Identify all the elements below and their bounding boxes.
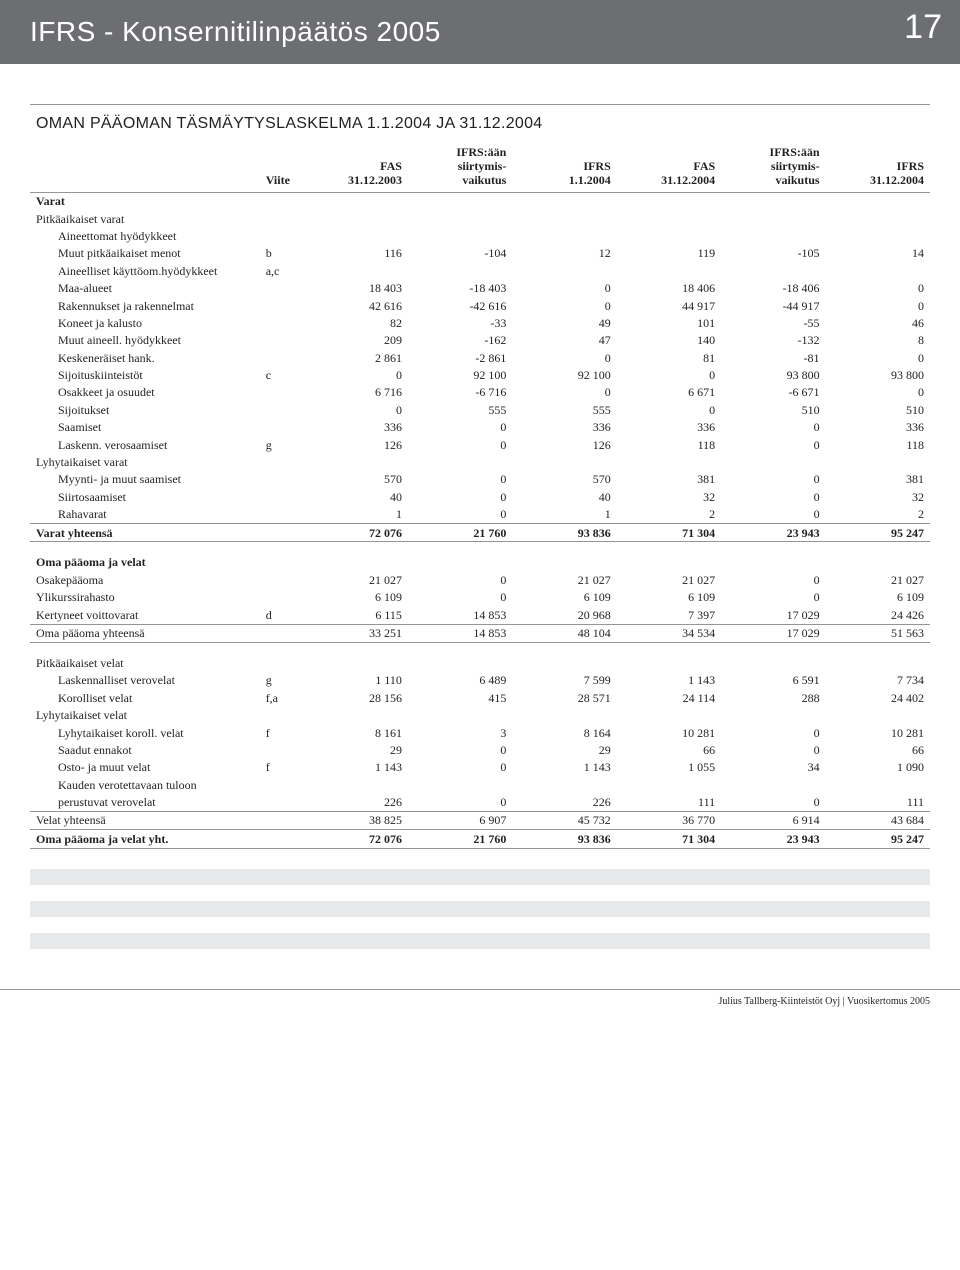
table-row: Siirtosaamiset4004032032 — [30, 488, 930, 505]
section-lyhytaikaiset-varat: Lyhytaikaiset varat — [30, 454, 930, 471]
header-title: IFRS - Konsernitilinpäätös 2005 — [30, 16, 441, 48]
subtotal-row: Oma pääoma yhteensä33 25114 85348 10434 … — [30, 624, 930, 642]
section-aineettomat: Aineettomat hyödykkeet — [30, 227, 930, 244]
table-row: Sijoituskiinteistötc092 10092 100093 800… — [30, 367, 930, 384]
table-row: Ylikurssirahasto6 10906 1096 10906 109 — [30, 589, 930, 606]
table-row: Saamiset33603363360336 — [30, 419, 930, 436]
col-ifrs-2004-12: IFRS31.12.2004 — [826, 143, 930, 192]
col-viite: Viite — [260, 143, 304, 192]
section-kauden: Kauden verotettavaan tuloon — [30, 776, 930, 793]
section-lyhytaikaiset-velat: Lyhytaikaiset velat — [30, 707, 930, 724]
col-ifrs-2004-01: IFRS1.1.2004 — [512, 143, 616, 192]
table-row: Osakkeet ja osuudet6 716-6 71606 671-6 6… — [30, 384, 930, 401]
table-row: Laskenn. verosaamisetg12601261180118 — [30, 436, 930, 453]
col-fas-2003: FAS31.12.2003 — [304, 143, 408, 192]
table-row: Saadut ennakot2902966066 — [30, 741, 930, 758]
col-ifrs-adj-1: IFRS:äänsiirtymis-vaikutus — [408, 143, 512, 192]
table-row: Sijoitukset05555550510510 — [30, 401, 930, 418]
table-title: OMAN PÄÄOMAN TÄSMÄYTYSLASKELMA 1.1.2004 … — [30, 111, 930, 143]
table-header-row: Viite FAS31.12.2003 IFRS:äänsiirtymis-va… — [30, 143, 930, 192]
table-row: Osto- ja muut velatf1 14301 1431 055341 … — [30, 759, 930, 776]
header-band: IFRS - Konsernitilinpäätös 2005 17 — [0, 0, 960, 64]
content-area: OMAN PÄÄOMAN TÄSMÄYTYSLASKELMA 1.1.2004 … — [0, 64, 960, 869]
table-row: Muut pitkäaikaiset menotb116-10412119-10… — [30, 245, 930, 262]
gap — [30, 642, 930, 654]
section-pitkaaikaiset-varat: Pitkäaikaiset varat — [30, 210, 930, 227]
section-pitkaaikaiset-velat: Pitkäaikaiset velat — [30, 654, 930, 671]
table-row: Lyhytaikaiset koroll. velatf8 16138 1641… — [30, 724, 930, 741]
table-row: Korolliset velatf,a28 15641528 57124 114… — [30, 689, 930, 706]
table-row: Koneet ja kalusto82-3349101-5546 — [30, 314, 930, 331]
table-row: Rahavarat101202 — [30, 506, 930, 524]
table-row: Keskeneräiset hank.2 861-2 861081-810 — [30, 349, 930, 366]
table-row: Maa-alueet18 403-18 403018 406-18 4060 — [30, 280, 930, 297]
reconciliation-table: Viite FAS31.12.2003 IFRS:äänsiirtymis-va… — [30, 143, 930, 848]
page-footer: Julius Tallberg-Kiinteistöt Oyj | Vuosik… — [0, 989, 960, 1027]
decorative-stripes — [30, 869, 930, 949]
table-row: Osakepääoma21 027021 02721 027021 027 — [30, 571, 930, 588]
section-aineelliset: Aineelliset käyttöom.hyödykkeeta,c — [30, 262, 930, 279]
subtotal-row: Velat yhteensä38 8256 90745 73236 7706 9… — [30, 811, 930, 829]
table-row: Kertyneet voittovaratd6 11514 85320 9687… — [30, 606, 930, 624]
gap — [30, 542, 930, 554]
grand-total-row: Oma pääoma ja velat yht.72 07621 76093 8… — [30, 830, 930, 848]
col-fas-2004: FAS31.12.2004 — [617, 143, 721, 192]
col-ifrs-adj-2: IFRS:äänsiirtymis-vaikutus — [721, 143, 825, 192]
table-row: Myynti- ja muut saamiset57005703810381 — [30, 471, 930, 488]
table-row: Laskennalliset verovelatg1 1106 4897 599… — [30, 672, 930, 689]
total-row: Varat yhteensä72 07621 76093 83671 30423… — [30, 524, 930, 542]
section-oma-paaoma-velat: Oma pääoma ja velat — [30, 554, 930, 571]
table-row: perustuvat verovelat22602261110111 — [30, 794, 930, 812]
table-row: Rakennukset ja rakennelmat42 616-42 6160… — [30, 297, 930, 314]
section-varat: Varat — [30, 192, 930, 210]
table-row: Muut aineell. hyödykkeet209-16247140-132… — [30, 332, 930, 349]
page-number: 17 — [904, 8, 942, 47]
